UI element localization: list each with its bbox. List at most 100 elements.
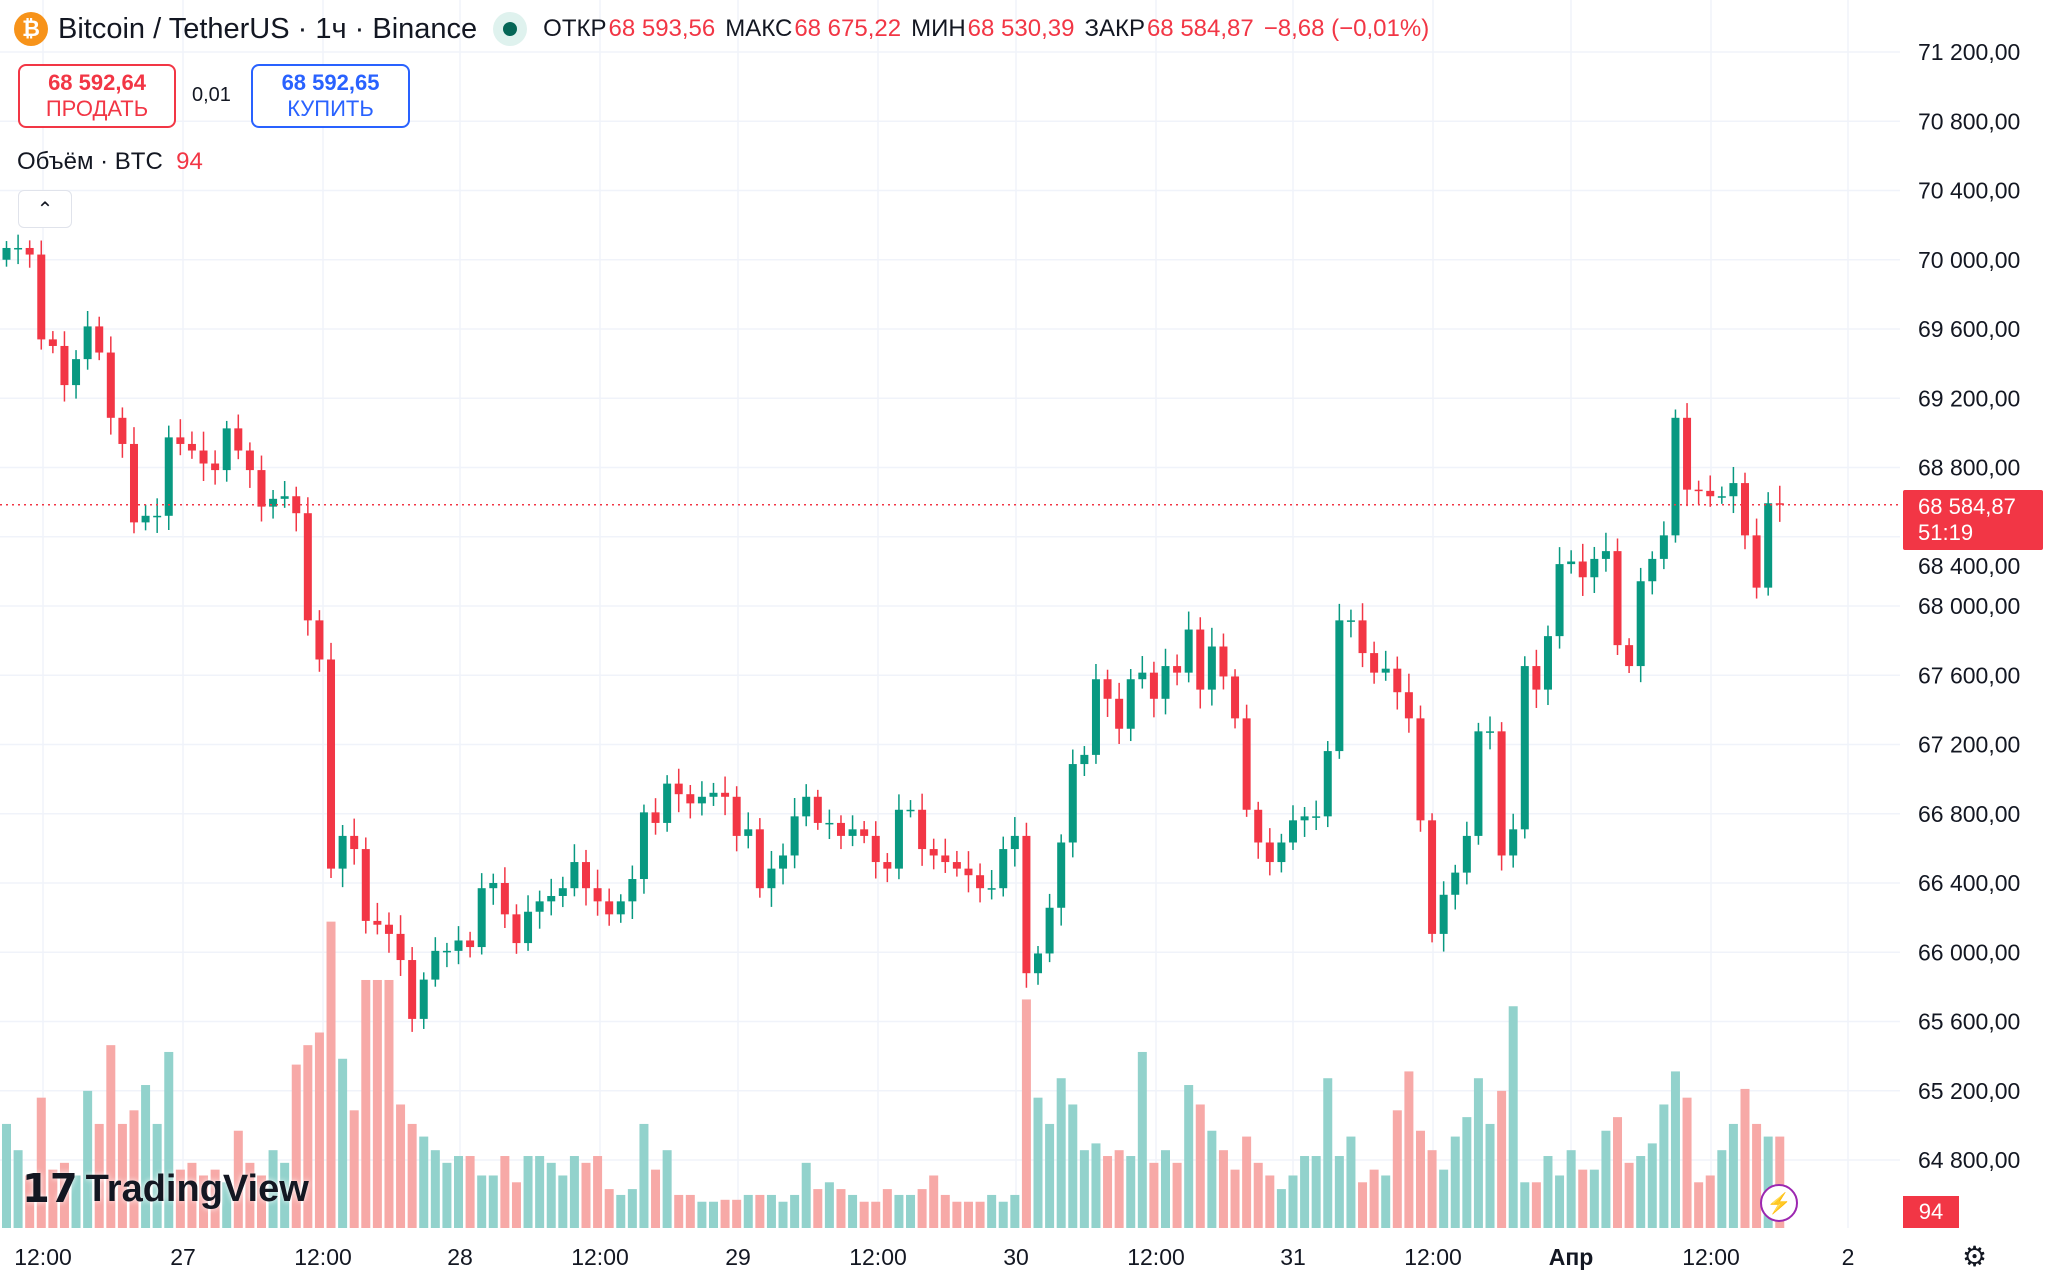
volume-bar	[303, 1045, 313, 1228]
volume-bar	[1323, 1078, 1333, 1228]
volume-bar	[882, 1189, 892, 1228]
price-tick-label: 71 200,00	[1918, 39, 2020, 65]
volume-bar	[1184, 1085, 1194, 1228]
symbol-title[interactable]: Bitcoin / TetherUS · 1ч · Binance	[58, 12, 478, 45]
candle-body	[1555, 564, 1564, 637]
candle-body	[871, 835, 880, 863]
volume-bar	[801, 1162, 811, 1228]
volume-bar	[1195, 1104, 1205, 1228]
candle-body	[1126, 679, 1135, 729]
volume-bar	[36, 1097, 46, 1228]
candle-body	[964, 868, 973, 876]
volume-bar	[1450, 1136, 1460, 1228]
volume-bar	[766, 1194, 776, 1228]
tradingview-logo[interactable]: 𝟭𝟳 TradingView	[22, 1167, 309, 1211]
sell-button[interactable]: 68 592,64 ПРОДАТЬ	[18, 64, 176, 128]
volume-bar	[1311, 1156, 1321, 1228]
candle-body	[558, 888, 567, 896]
buy-button[interactable]: 68 592,65 КУПИТЬ	[251, 64, 410, 128]
candle-body	[744, 829, 753, 836]
volume-bar	[1705, 1175, 1715, 1228]
candle-body	[779, 855, 788, 869]
volume-bar	[129, 1110, 139, 1228]
candle-body	[118, 417, 127, 444]
candle-body	[987, 888, 996, 890]
candle-body	[616, 901, 625, 915]
market-status-icon[interactable]	[493, 12, 528, 46]
price-tick-label: 67 200,00	[1918, 732, 2020, 758]
volume-bar	[384, 979, 394, 1228]
volume-bar	[256, 1175, 266, 1228]
volume-bar	[106, 1045, 116, 1228]
time-tick-label: 12:00	[1127, 1244, 1185, 1270]
volume-bar	[1613, 1117, 1623, 1228]
time-tick-label: 12:00	[294, 1244, 352, 1270]
candle-body	[2, 247, 11, 260]
candle-body	[512, 914, 521, 944]
candle-body	[1323, 751, 1332, 817]
volume-bar	[454, 1156, 464, 1228]
price-tick-label: 69 600,00	[1918, 316, 2020, 342]
candle-body	[605, 901, 614, 915]
candle-body	[1717, 496, 1726, 498]
volume-bar	[987, 1194, 997, 1228]
candle-body	[199, 450, 208, 464]
volume-bar	[187, 1162, 197, 1228]
candle-body	[1474, 731, 1483, 836]
volume-bar	[83, 1090, 93, 1228]
candle-body	[361, 849, 370, 921]
volume-bar	[651, 1169, 661, 1228]
candle-body	[408, 960, 417, 1019]
volume-bar	[1670, 1071, 1680, 1228]
candle-body	[477, 888, 486, 948]
candle-body	[976, 875, 985, 889]
candle-body	[686, 794, 695, 804]
candle-body	[825, 822, 834, 825]
volume-bar	[1021, 999, 1031, 1228]
volume-bar	[1636, 1156, 1646, 1228]
settings-gear-icon[interactable]: ⚙	[1962, 1241, 1988, 1272]
candle-body	[211, 463, 220, 471]
candle-body	[106, 352, 115, 418]
volume-bar	[419, 1136, 429, 1228]
volume-bar	[1161, 1150, 1170, 1228]
candle-body	[1752, 535, 1761, 588]
time-tick-label: 12:00	[1404, 1244, 1462, 1270]
lightning-icon[interactable]: ⚡	[1760, 1184, 1798, 1222]
volume-bar	[569, 1156, 579, 1228]
volume-bar	[1056, 1078, 1066, 1228]
candle-body	[245, 450, 254, 471]
volume-bar	[546, 1162, 556, 1228]
candle-body	[1404, 692, 1413, 719]
volume-bar	[361, 979, 371, 1228]
price-tick-label: 65 200,00	[1918, 1078, 2020, 1104]
volume-bar	[917, 1189, 927, 1228]
volume-bar	[199, 1175, 209, 1228]
volume-bar	[1033, 1097, 1043, 1228]
collapse-legend-button[interactable]: ⌃	[18, 190, 72, 228]
candle-body	[1729, 483, 1738, 497]
volume-bar	[836, 1189, 846, 1228]
volume-bar	[291, 1064, 301, 1228]
volume-bar	[1520, 1182, 1530, 1228]
candle-body	[1683, 417, 1692, 490]
candle-body	[1497, 731, 1506, 856]
candle-body	[1184, 629, 1193, 673]
volume-bar	[1728, 1123, 1738, 1228]
volume-bar	[1010, 1194, 1020, 1228]
volume-bar	[175, 1169, 185, 1228]
candle-body	[48, 339, 57, 346]
price-tick-label: 68 000,00	[1918, 593, 2020, 619]
candle-body	[883, 862, 892, 869]
volume-legend[interactable]: Объём · BTC 94	[17, 148, 203, 175]
volume-bar	[1647, 1143, 1657, 1228]
candle-body	[466, 940, 475, 948]
volume-bar	[824, 1182, 834, 1228]
chart-header: ₿ Bitcoin / TetherUS · 1ч · Binance ОТКР…	[14, 12, 1429, 46]
price-tick-label: 70 800,00	[1918, 108, 2020, 134]
volume-bar	[1427, 1150, 1437, 1228]
candle-body	[999, 849, 1008, 889]
candle-body	[732, 796, 741, 836]
candle-body	[1532, 666, 1541, 690]
